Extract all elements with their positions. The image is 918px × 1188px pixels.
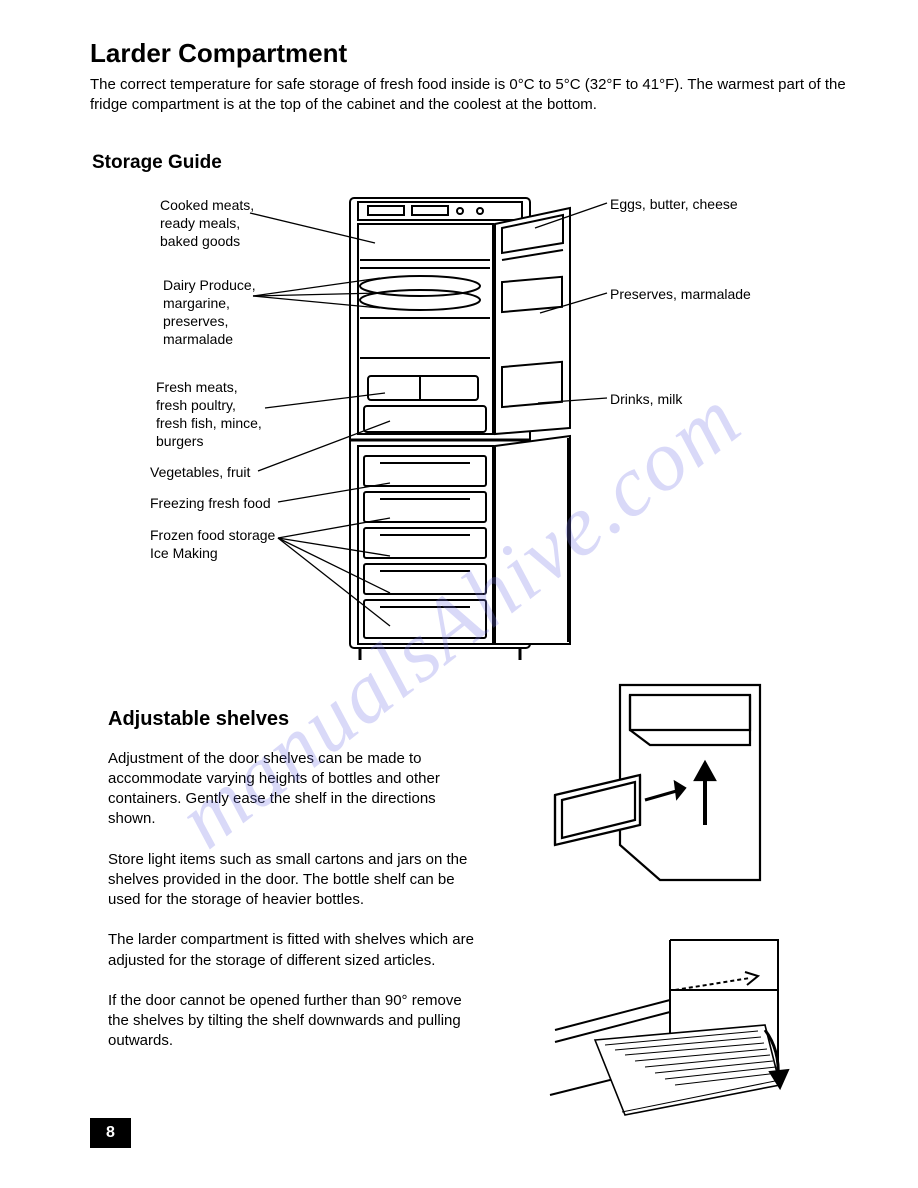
para-2: Store light items such as small cartons … <box>108 850 478 911</box>
intro-text: The correct temperature for safe storage… <box>90 75 848 116</box>
storage-guide-heading: Storage Guide <box>92 152 848 174</box>
door-shelf-illustration <box>550 670 780 900</box>
label-fresh-meats: Fresh meats, fresh poultry, fresh fish, … <box>156 378 316 451</box>
storage-diagram: Cooked meats, ready meals, baked goods D… <box>90 188 850 678</box>
para-4: If the door cannot be opened further tha… <box>108 991 478 1052</box>
label-cooked-meats: Cooked meats, ready meals, baked goods <box>160 196 320 251</box>
label-frozen: Frozen food storage Ice Making <box>150 526 310 562</box>
label-dairy: Dairy Produce, margarine, preserves, mar… <box>163 276 323 349</box>
adjustable-text: Adjustment of the door shelves can be ma… <box>108 749 478 1052</box>
page-number: 8 <box>90 1118 131 1148</box>
para-3: The larder compartment is fitted with sh… <box>108 930 478 971</box>
label-vegetables: Vegetables, fruit <box>150 463 310 481</box>
label-freezing: Freezing fresh food <box>150 494 310 512</box>
label-preserves: Preserves, marmalade <box>610 285 780 303</box>
para-1: Adjustment of the door shelves can be ma… <box>108 749 478 830</box>
fridge-illustration <box>320 188 600 668</box>
shelf-tilt-illustration <box>530 930 790 1130</box>
label-drinks: Drinks, milk <box>610 390 780 408</box>
page-title: Larder Compartment <box>90 38 848 69</box>
label-eggs: Eggs, butter, cheese <box>610 195 780 213</box>
